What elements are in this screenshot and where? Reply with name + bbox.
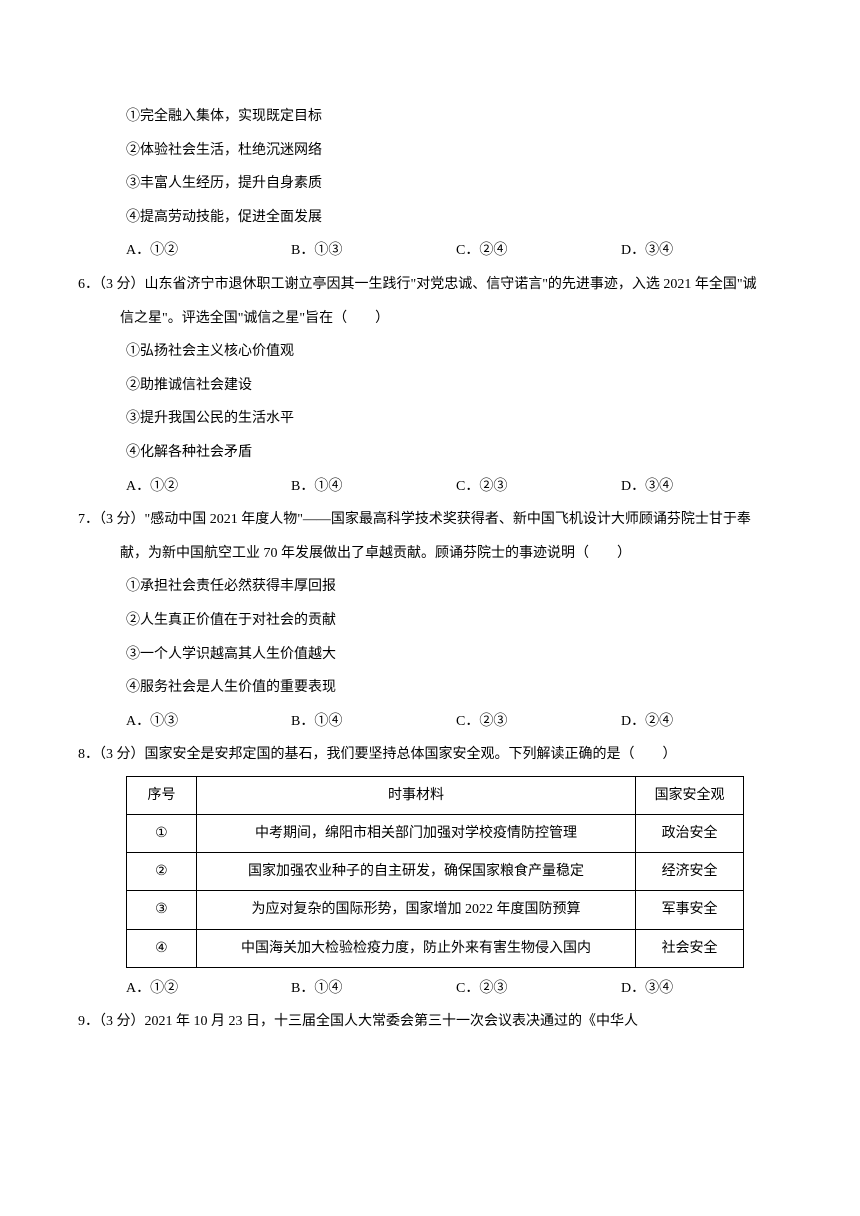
cell-material: 国家加强农业种子的自主研发，确保国家粮食产量稳定	[196, 853, 635, 891]
table-header-row: 序号 时事材料 国家安全观	[127, 776, 744, 814]
q6-option-b[interactable]: B．①④	[291, 470, 456, 504]
cell-seq: ②	[127, 853, 197, 891]
q7-options: A．①③ B．①④ C．②③ D．②④	[78, 705, 770, 739]
th-view: 国家安全观	[636, 776, 744, 814]
q7-statement-4: ④服务社会是人生价值的重要表现	[78, 671, 770, 705]
q6-option-a[interactable]: A．①②	[126, 470, 291, 504]
cell-material: 为应对复杂的国际形势，国家增加 2022 年度国防预算	[196, 891, 635, 929]
q6-option-c[interactable]: C．②③	[456, 470, 621, 504]
q7-statement-1: ①承担社会责任必然获得丰厚回报	[78, 570, 770, 604]
cell-seq: ④	[127, 929, 197, 967]
q7-option-b[interactable]: B．①④	[291, 705, 456, 739]
table-row: ② 国家加强农业种子的自主研发，确保国家粮食产量稳定 经济安全	[127, 853, 744, 891]
q5-options: A．①② B．①③ C．②④ D．③④	[78, 234, 770, 268]
q6-statement-4: ④化解各种社会矛盾	[78, 436, 770, 470]
q8-options: A．①② B．①④ C．②③ D．③④	[78, 972, 770, 1006]
q7-option-c[interactable]: C．②③	[456, 705, 621, 739]
q6-statement-1: ①弘扬社会主义核心价值观	[78, 335, 770, 369]
q5-statement-4: ④提高劳动技能，促进全面发展	[78, 201, 770, 235]
table-row: ③ 为应对复杂的国际形势，国家增加 2022 年度国防预算 军事安全	[127, 891, 744, 929]
cell-view: 社会安全	[636, 929, 744, 967]
q7-option-d[interactable]: D．②④	[621, 705, 673, 739]
q7-stem: 7．（3 分）"感动中国 2021 年度人物"——国家最高科学技术奖获得者、新中…	[120, 503, 770, 570]
q7-option-a[interactable]: A．①③	[126, 705, 291, 739]
q5-option-a[interactable]: A．①②	[126, 234, 291, 268]
cell-seq: ①	[127, 815, 197, 853]
table-row: ④ 中国海关加大检验检疫力度，防止外来有害生物侵入国内 社会安全	[127, 929, 744, 967]
q5-statement-2: ②体验社会生活，杜绝沉迷网络	[78, 134, 770, 168]
q8-table: 序号 时事材料 国家安全观 ① 中考期间，绵阳市相关部门加强对学校疫情防控管理 …	[126, 776, 744, 968]
q5-statement-3: ③丰富人生经历，提升自身素质	[78, 167, 770, 201]
q5-option-b[interactable]: B．①③	[291, 234, 456, 268]
q7-statement-3: ③一个人学识越高其人生价值越大	[78, 638, 770, 672]
q6-options: A．①② B．①④ C．②③ D．③④	[78, 470, 770, 504]
th-seq: 序号	[127, 776, 197, 814]
q8-option-a[interactable]: A．①②	[126, 972, 291, 1006]
q6-statement-3: ③提升我国公民的生活水平	[78, 402, 770, 436]
q8-option-b[interactable]: B．①④	[291, 972, 456, 1006]
cell-material: 中考期间，绵阳市相关部门加强对学校疫情防控管理	[196, 815, 635, 853]
th-material: 时事材料	[196, 776, 635, 814]
cell-material: 中国海关加大检验检疫力度，防止外来有害生物侵入国内	[196, 929, 635, 967]
q8-option-c[interactable]: C．②③	[456, 972, 621, 1006]
q8-stem: 8．（3 分）国家安全是安邦定国的基石，我们要坚持总体国家安全观。下列解读正确的…	[120, 738, 770, 772]
q5-option-c[interactable]: C．②④	[456, 234, 621, 268]
q6-option-d[interactable]: D．③④	[621, 470, 673, 504]
q8-option-d[interactable]: D．③④	[621, 972, 673, 1006]
q5-option-d[interactable]: D．③④	[621, 234, 673, 268]
q9-stem: 9．（3 分）2021 年 10 月 23 日，十三届全国人大常委会第三十一次会…	[120, 1005, 770, 1039]
cell-view: 军事安全	[636, 891, 744, 929]
cell-view: 经济安全	[636, 853, 744, 891]
q6-statement-2: ②助推诚信社会建设	[78, 369, 770, 403]
table-row: ① 中考期间，绵阳市相关部门加强对学校疫情防控管理 政治安全	[127, 815, 744, 853]
cell-view: 政治安全	[636, 815, 744, 853]
q7-statement-2: ②人生真正价值在于对社会的贡献	[78, 604, 770, 638]
cell-seq: ③	[127, 891, 197, 929]
q6-stem: 6．（3 分）山东省济宁市退休职工谢立亭因其一生践行"对党忠诚、信守诺言"的先进…	[120, 268, 770, 335]
q5-statement-1: ①完全融入集体，实现既定目标	[78, 100, 770, 134]
